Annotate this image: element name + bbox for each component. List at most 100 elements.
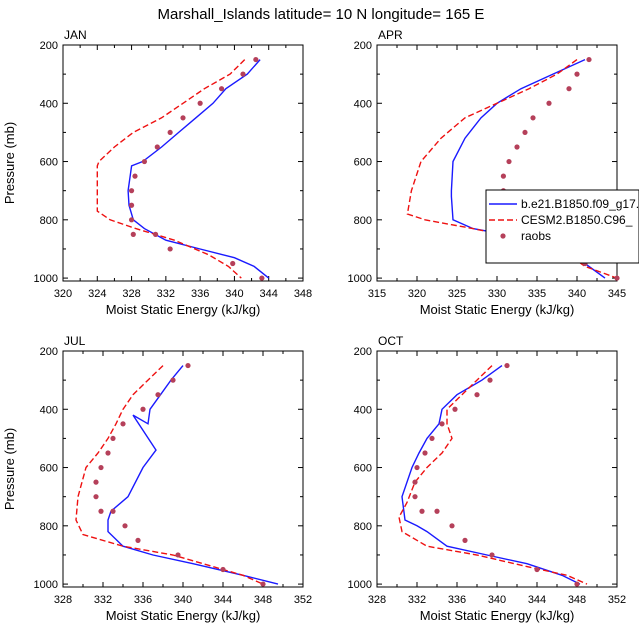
panel-label: JAN [64, 28, 87, 42]
model2-line [398, 365, 588, 585]
x-tick-label: 352 [608, 594, 626, 606]
panel-oct: OCT 328 332 336 340 344 348 352 200 400 600 800 1000… [348, 334, 627, 623]
raobs-point [128, 188, 135, 194]
legend: b.e21.B1850.f09_g17. CESM2.B1850.C96_raob… [485, 189, 639, 264]
x-tick-label: 344 [260, 288, 278, 300]
raobs-point [487, 377, 493, 383]
raobs-point [439, 421, 445, 427]
y-tick-label: 800 [354, 215, 372, 227]
panels: JAN 320 324 328 332 336 340 344 348 200 400 600 800 1… [2, 28, 626, 623]
raobs-point [253, 56, 259, 63]
legend-model2-label: CESM2.B1850.C96_ [521, 213, 633, 227]
y-tick-label: 1000 [348, 579, 372, 591]
legend-box [485, 189, 639, 264]
legend-model1-label: b.e21.B1850.f09_g17. [521, 197, 639, 211]
y-tick-label: 400 [40, 404, 58, 416]
x-tick-label: 320 [408, 288, 426, 300]
raobs-point [93, 479, 99, 485]
y-tick-label: 200 [40, 40, 58, 52]
raobs-point [574, 71, 580, 77]
raobs-point [260, 581, 266, 587]
raobs-point [240, 71, 246, 77]
x-tick-label: 328 [54, 594, 72, 606]
x-tick-label: 344 [214, 594, 232, 606]
raobs-point [220, 566, 226, 573]
y-tick-label: 600 [354, 157, 372, 169]
raobs-point [130, 231, 136, 237]
raobs-point [412, 494, 418, 500]
raobs-point [105, 450, 111, 456]
raobs-point [180, 115, 186, 121]
y-tick-label: 200 [354, 346, 372, 358]
raobs-point [412, 479, 418, 485]
panel-jan: JAN 320 324 328 332 336 340 344 348 200 400 600 800 1… [2, 28, 312, 317]
raobs-point [98, 508, 104, 514]
raobs-point [110, 508, 116, 514]
raobs-point [452, 406, 458, 412]
x-tick-label: 336 [448, 594, 466, 606]
x-axis-label: Moist Static Energy (kJ/kg) [106, 302, 261, 317]
x-axis-label: Moist Static Energy (kJ/kg) [420, 608, 575, 623]
raobs-point [128, 202, 135, 208]
x-tick-label: 348 [294, 288, 312, 300]
raobs-point [170, 377, 176, 383]
x-tick-label: 332 [157, 288, 175, 300]
model2-line [96, 59, 246, 279]
model1-line [107, 365, 279, 585]
x-tick-label: 328 [368, 594, 386, 606]
y-tick-label: 400 [354, 404, 372, 416]
x-tick-label: 348 [254, 594, 272, 606]
x-tick-label: 340 [174, 594, 192, 606]
raobs-point [140, 406, 146, 412]
x-tick-label: 344 [528, 594, 546, 606]
raobs-point [434, 508, 440, 514]
raobs-point [122, 523, 128, 529]
y-axis-label: Pressure (mb) [2, 122, 17, 204]
raobs-point [474, 392, 480, 398]
y-tick-label: 600 [40, 157, 58, 169]
raobs-point [506, 158, 512, 165]
panel-jul: JUL 328 332 336 340 344 348 352 200 400 600 800 1000… [2, 334, 312, 623]
raobs-point [586, 56, 592, 63]
panel-label: JUL [64, 334, 86, 348]
x-tick-label: 332 [94, 594, 112, 606]
raobs-point [175, 552, 181, 558]
raobs-point [110, 435, 116, 442]
x-tick-label: 325 [448, 288, 466, 300]
plot-frame [376, 350, 618, 588]
y-tick-label: 1000 [348, 273, 372, 285]
raobs-point [504, 362, 510, 369]
y-tick-label: 800 [354, 521, 372, 533]
raobs-point [230, 260, 236, 267]
x-tick-label: 335 [528, 288, 546, 300]
y-tick-label: 1000 [34, 273, 58, 285]
y-tick-label: 600 [40, 463, 58, 475]
raobs-point [167, 129, 173, 136]
y-tick-label: 200 [40, 346, 58, 358]
x-axis-label: Moist Static Energy (kJ/kg) [106, 608, 261, 623]
x-tick-label: 340 [225, 288, 243, 300]
x-tick-label: 336 [134, 594, 152, 606]
raobs-point [419, 508, 425, 514]
raobs-point [546, 100, 552, 106]
raobs-point [154, 144, 160, 150]
raobs-point [574, 581, 580, 587]
raobs-point [98, 464, 104, 471]
x-tick-label: 352 [294, 594, 312, 606]
panel-apr: APR 315 320 325 330 335 340 345 200 400 600 800 1000… [348, 28, 627, 317]
x-tick-label: 348 [568, 594, 586, 606]
x-tick-label: 328 [122, 288, 140, 300]
raobs-point [429, 435, 435, 442]
legend-raobs-label: raobs [521, 229, 551, 243]
raobs-point [259, 275, 265, 281]
y-tick-label: 1000 [34, 579, 58, 591]
model1-line [127, 59, 270, 279]
x-tick-label: 340 [568, 288, 586, 300]
x-axis-label: Moist Static Energy (kJ/kg) [420, 302, 575, 317]
x-tick-label: 320 [54, 288, 72, 300]
y-tick-label: 400 [354, 98, 372, 110]
raobs-point [218, 86, 225, 92]
raobs-point [132, 173, 138, 179]
y-tick-label: 400 [40, 98, 58, 110]
y-tick-label: 600 [354, 463, 372, 475]
